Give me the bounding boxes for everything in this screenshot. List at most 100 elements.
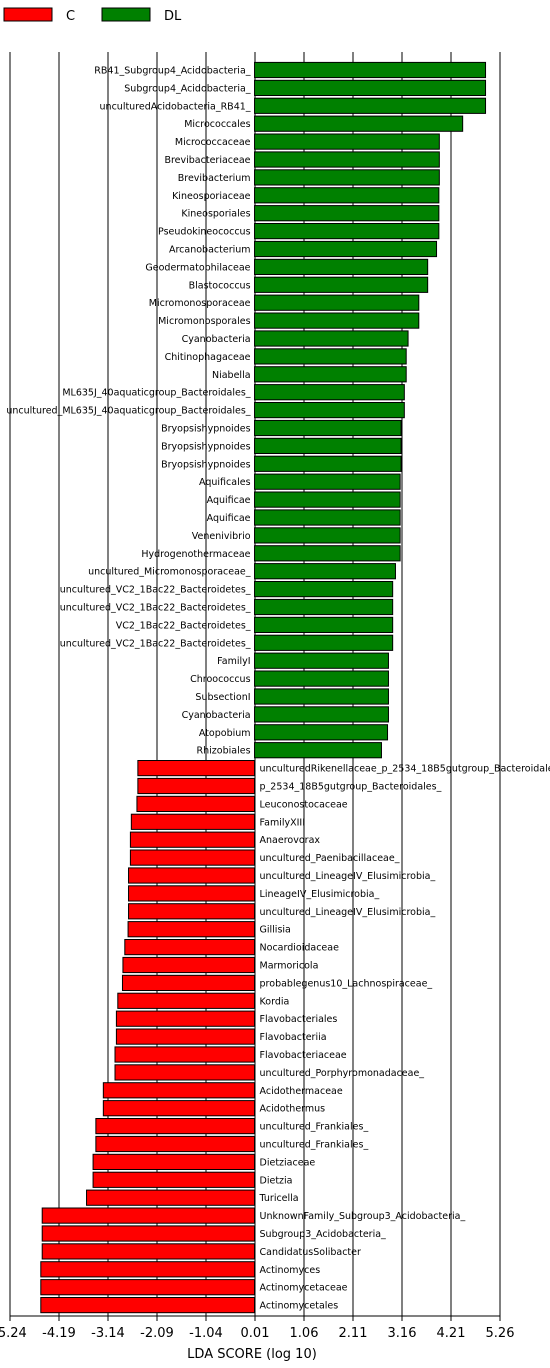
x-tick-label: 2.11 — [339, 1326, 368, 1341]
bar-label: Nocardioidaceae — [260, 943, 340, 954]
bar — [102, 1100, 256, 1117]
bar-label: Marmoricola — [260, 961, 319, 972]
bar — [254, 563, 396, 580]
bar-label: uncultured_VC2_1Bac22_Bacteroidetes_ — [60, 603, 251, 614]
bar-label: Cyanobacteria — [182, 710, 251, 721]
bar — [92, 1153, 256, 1171]
bar — [115, 1010, 256, 1027]
x-axis-label: LDA SCORE (log 10) — [187, 1347, 317, 1362]
bar — [95, 1118, 256, 1135]
bar — [124, 939, 256, 956]
bars — [40, 61, 487, 1314]
x-tick-label: -5.24 — [0, 1326, 27, 1341]
bar — [254, 437, 402, 454]
bar — [254, 223, 440, 240]
bar — [254, 294, 420, 311]
bar-label: Bryopsishypnoides — [161, 441, 250, 452]
bar — [254, 402, 405, 419]
bar — [254, 455, 402, 472]
bar-label: Gillisia — [260, 925, 291, 936]
bar-label: Leuconostocaceae — [260, 799, 348, 810]
bar — [254, 384, 405, 401]
bar — [114, 1046, 256, 1063]
legend-label-c: C — [66, 9, 75, 24]
bar — [254, 545, 401, 562]
bar-label: Flavobacteriales — [260, 1014, 338, 1025]
bar — [137, 760, 256, 777]
bar — [137, 777, 256, 795]
bar-label: RB41_Subgroup4_Acidobacteria_ — [94, 66, 250, 77]
bar-label: Actinomyces — [260, 1265, 321, 1276]
bar-label: Aquificae — [207, 513, 251, 524]
bar-label: Atopobium — [199, 728, 251, 739]
x-tick-label: 0.01 — [241, 1326, 270, 1341]
bar — [130, 813, 256, 830]
bar — [254, 688, 389, 705]
x-tick-label: -3.14 — [91, 1326, 125, 1341]
bar — [254, 240, 438, 258]
bar-label: Blastococcus — [189, 280, 251, 291]
bar-label: Dietzia — [260, 1175, 293, 1186]
bar — [128, 885, 256, 902]
legend-swatch-dl — [101, 7, 151, 22]
bar — [92, 1171, 256, 1188]
bar-label: uncultured_LineageIV_Elusimicrobia_ — [260, 907, 436, 918]
bar-label: Kineosporiaceae — [172, 191, 251, 202]
bar — [254, 348, 407, 365]
bar-label: Acidothermus — [260, 1104, 326, 1115]
bar-label: uncultured_VC2_1Bac22_Bacteroidetes_ — [60, 585, 251, 596]
bar — [254, 205, 440, 222]
bar-labels: RB41_Subgroup4_Acidobacteria_ Subgroup4_A… — [6, 66, 550, 1312]
x-tick-label: 1.06 — [290, 1326, 319, 1341]
bar-label: Subgroup4_Acidobacteria_ — [124, 83, 251, 94]
legend: C DL — [3, 7, 182, 24]
bar-label: Micromonosporaceae — [149, 298, 251, 309]
bar — [254, 581, 394, 598]
bar — [86, 1189, 256, 1206]
bar — [40, 1279, 256, 1296]
bar — [254, 61, 487, 79]
legend-label-dl: DL — [164, 9, 182, 24]
bar-label: Brevibacteriaceae — [164, 155, 250, 166]
bar-label: Niabella — [212, 370, 251, 381]
bar-label: uncultured_ML635J_40aquaticgroup_Bactero… — [6, 406, 250, 417]
bar — [129, 849, 256, 866]
bar-label: Kordia — [260, 996, 290, 1007]
bar-label: Hydrogenothermaceae — [141, 549, 250, 560]
bar-label: unculturedAcidobacteria_RB41_ — [100, 101, 251, 112]
bar-label: Bryopsishypnoides — [161, 459, 250, 470]
bar — [128, 903, 256, 920]
bar-label: uncultured_Paenibacillaceae_ — [260, 853, 400, 864]
bar — [254, 312, 420, 329]
bar — [95, 1135, 256, 1153]
bar — [128, 867, 256, 884]
bar — [254, 509, 401, 526]
bar-label: FamilyXIII — [260, 817, 305, 828]
bar-label: Venenivibrio — [192, 531, 251, 542]
bar — [254, 724, 389, 741]
bar — [254, 742, 382, 759]
legend-swatch-c — [3, 7, 53, 22]
bar-label: Dietziaceae — [260, 1157, 316, 1168]
bar — [41, 1225, 256, 1242]
bar — [254, 598, 394, 616]
bar-label: Anaerovorax — [260, 835, 321, 846]
bar-label: Micromonosporales — [158, 316, 250, 327]
bar-label: Chitinophagaceae — [165, 352, 251, 363]
bar — [254, 330, 409, 347]
x-tick-label: 3.16 — [388, 1326, 417, 1341]
bar-label: uncultured_Micromonosporaceae_ — [88, 567, 251, 578]
x-axis: -5.24 -4.19 -3.14 -2.09 -1.04 0.01 1.06 2.11 3.1… — [0, 1315, 514, 1341]
bar — [254, 133, 440, 150]
bar-label: Flavobacteriia — [260, 1032, 327, 1043]
bar-label: SubsectionI — [195, 692, 250, 703]
bar — [254, 97, 487, 114]
bar — [122, 956, 256, 974]
bar — [40, 1297, 256, 1314]
bar — [41, 1243, 256, 1260]
bar — [254, 276, 429, 293]
bar — [254, 634, 394, 651]
bar — [254, 151, 440, 168]
bar — [254, 187, 440, 204]
